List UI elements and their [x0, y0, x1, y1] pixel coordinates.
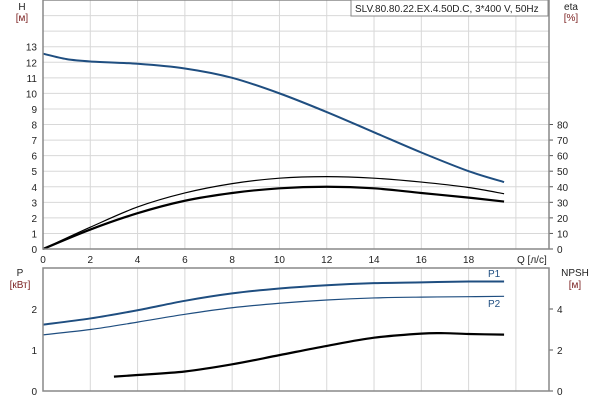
npsh-axis-label: NPSH	[561, 268, 589, 279]
h-tick-label: 7	[31, 136, 37, 147]
npsh-curve	[113, 331, 505, 378]
h-tick-label: 3	[31, 198, 37, 209]
eta-tick-label: 10	[557, 229, 569, 240]
p2-curve	[42, 295, 505, 336]
bottom-plot-frame	[42, 267, 550, 392]
h-tick-label: 4	[31, 183, 37, 194]
h-tick-label: 12	[26, 58, 38, 69]
npsh-axis-unit: [м]	[569, 280, 582, 291]
eta-tick-label: 30	[557, 198, 569, 209]
p-tick-label: 0	[31, 387, 37, 398]
q-axis-label: Q [л/с]	[517, 255, 547, 266]
curves	[42, 52, 505, 378]
h-tick-label: 0	[31, 245, 37, 256]
p-tick-label: 2	[31, 305, 37, 316]
eta-tick-label: 40	[557, 183, 569, 194]
eta-tick-label: 70	[557, 136, 569, 147]
title-box	[350, 0, 549, 17]
h-axis-unit: [м]	[16, 13, 29, 24]
eta-tick-label: 60	[557, 152, 569, 163]
h-tick-label: 5	[31, 167, 37, 178]
h-tick-label: 2	[31, 214, 37, 225]
npsh-tick-label: 0	[557, 387, 563, 398]
q-tick-label: 4	[135, 255, 141, 266]
eta-tick-label: 0	[557, 245, 563, 256]
h-tick-label: 13	[26, 43, 38, 54]
q-tick-label: 10	[274, 255, 286, 266]
h-tick-label: 8	[31, 121, 37, 132]
p1-label: P1	[488, 269, 501, 280]
q-tick-label: 12	[321, 255, 333, 266]
h-tick-label: 1	[31, 229, 37, 240]
bottom-grid	[89, 268, 517, 391]
h-curve	[42, 52, 505, 184]
p2-label: P2	[488, 299, 501, 310]
h-tick-label: 9	[31, 105, 37, 116]
h-tick-label: 6	[31, 152, 37, 163]
h-tick-label: 11	[27, 74, 38, 85]
eta-axis-label: eta	[564, 2, 578, 13]
p-axis-unit: [кВт]	[10, 280, 31, 291]
q-tick-label: 6	[182, 255, 188, 266]
tick-labels: 0 2 4 6 8 10 12 14 16 180123456789101112130102030…	[26, 43, 569, 398]
eta-tick-label: 80	[557, 121, 569, 132]
npsh-tick-label: 2	[557, 346, 563, 357]
top-grid	[43, 0, 549, 249]
q-tick-label: 8	[229, 255, 235, 266]
p-axis-label: P	[17, 268, 24, 279]
eta-curve	[42, 176, 505, 250]
h-tick-label: 10	[26, 89, 38, 100]
eta-tick-label: 20	[557, 214, 569, 225]
q-tick-label: 14	[368, 255, 380, 266]
p1-curve	[42, 280, 505, 326]
q-tick-label: 18	[463, 255, 475, 266]
eta-curve	[42, 185, 505, 251]
eta-axis-unit: [%]	[564, 13, 579, 24]
eta-tick-label: 50	[557, 167, 569, 178]
npsh-tick-label: 4	[557, 305, 563, 316]
h-axis-label: H	[18, 2, 25, 13]
p-tick-label: 1	[31, 346, 37, 357]
q-tick-label: 2	[88, 255, 94, 266]
chart-title: SLV.80.80.22.EX.4.50D.C, 3*400 V, 50Hz	[355, 4, 539, 15]
top-plot-frame	[42, 0, 550, 250]
q-tick-label: 0	[40, 255, 46, 266]
q-tick-label: 16	[416, 255, 428, 266]
